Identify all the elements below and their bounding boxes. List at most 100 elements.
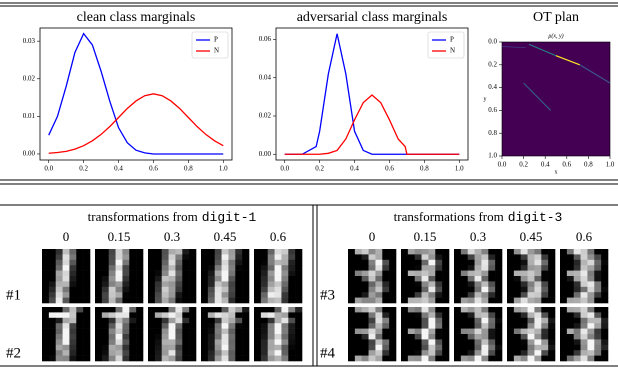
pixel bbox=[208, 356, 215, 362]
pixel bbox=[461, 287, 468, 293]
pixel bbox=[116, 307, 123, 313]
column-label: 0.6 bbox=[270, 229, 287, 244]
pixel bbox=[95, 312, 102, 318]
pixel bbox=[261, 345, 268, 351]
pixel bbox=[109, 281, 116, 287]
pixel bbox=[355, 356, 362, 362]
pixel bbox=[295, 287, 302, 293]
pixel bbox=[428, 307, 435, 313]
pixel bbox=[574, 318, 581, 324]
x-tick-label: 0.0 bbox=[498, 161, 507, 169]
pixel bbox=[454, 265, 461, 271]
pixel bbox=[475, 281, 482, 287]
pixel bbox=[268, 318, 275, 324]
pixel bbox=[528, 249, 535, 255]
pixel bbox=[369, 334, 376, 340]
pixel bbox=[521, 356, 528, 362]
pixel bbox=[528, 260, 535, 266]
pixel bbox=[76, 287, 83, 293]
x-tick-label: 0.6 bbox=[149, 165, 158, 173]
pixel bbox=[601, 271, 608, 277]
pixel bbox=[369, 265, 376, 271]
pixel bbox=[428, 356, 435, 362]
pixel bbox=[155, 345, 162, 351]
pixel bbox=[155, 318, 162, 324]
digit-image bbox=[454, 249, 502, 303]
pixel bbox=[261, 298, 268, 304]
pixel bbox=[189, 323, 196, 329]
pixel bbox=[468, 249, 475, 255]
digit-image bbox=[254, 249, 302, 303]
pixel bbox=[182, 254, 189, 260]
pixel bbox=[155, 350, 162, 356]
pixel bbox=[56, 292, 63, 298]
pixel bbox=[382, 345, 389, 351]
pixel bbox=[182, 249, 189, 255]
pixel bbox=[362, 287, 369, 293]
pixel bbox=[235, 254, 242, 260]
pixel bbox=[261, 339, 268, 345]
pixel bbox=[102, 345, 109, 351]
pixel bbox=[295, 323, 302, 329]
panel-title: transformations fromdigit-3 bbox=[394, 209, 563, 225]
pixel bbox=[175, 323, 182, 329]
pixel bbox=[587, 249, 594, 255]
pixel bbox=[548, 323, 555, 329]
pixel bbox=[481, 287, 488, 293]
pixel bbox=[495, 318, 502, 324]
pixel bbox=[242, 345, 249, 351]
pixel bbox=[488, 260, 495, 266]
pixel bbox=[116, 350, 123, 356]
pixel bbox=[587, 350, 594, 356]
pixel bbox=[442, 307, 449, 313]
pixel bbox=[268, 312, 275, 318]
pixel bbox=[56, 281, 63, 287]
pixel bbox=[495, 334, 502, 340]
pixel bbox=[507, 334, 514, 340]
pixel bbox=[548, 281, 555, 287]
pixel bbox=[534, 254, 541, 260]
pixel bbox=[235, 350, 242, 356]
pixel bbox=[268, 356, 275, 362]
pixel bbox=[567, 249, 574, 255]
pixel bbox=[528, 356, 535, 362]
pixel bbox=[169, 339, 176, 345]
pixel bbox=[408, 276, 415, 282]
pixel bbox=[109, 350, 116, 356]
pixel bbox=[162, 334, 169, 340]
pixel bbox=[275, 292, 282, 298]
pixel bbox=[594, 329, 601, 335]
pixel bbox=[56, 350, 63, 356]
pixel bbox=[242, 260, 249, 266]
pixel bbox=[507, 298, 514, 304]
pixel bbox=[415, 345, 422, 351]
pixel bbox=[362, 271, 369, 277]
pixel bbox=[189, 329, 196, 335]
pixel bbox=[514, 292, 521, 298]
pixel bbox=[594, 318, 601, 324]
pixel bbox=[422, 312, 429, 318]
pixel bbox=[175, 318, 182, 324]
pixel bbox=[401, 281, 408, 287]
pixel bbox=[222, 254, 229, 260]
page: clean class marginals0.00.20.40.60.81.00… bbox=[0, 0, 618, 370]
pixel bbox=[63, 318, 70, 324]
pixel bbox=[102, 254, 109, 260]
pixel bbox=[42, 271, 49, 277]
pixel bbox=[521, 281, 528, 287]
pixel bbox=[355, 271, 362, 277]
pixel bbox=[56, 356, 63, 362]
pixel bbox=[235, 249, 242, 255]
pixel bbox=[369, 254, 376, 260]
pixel bbox=[63, 312, 70, 318]
pixel bbox=[69, 339, 76, 345]
pixel bbox=[495, 312, 502, 318]
pixel bbox=[116, 281, 123, 287]
pixel bbox=[528, 334, 535, 340]
pixel bbox=[169, 350, 176, 356]
pixel bbox=[475, 287, 482, 293]
pixel bbox=[235, 281, 242, 287]
y-tick-label: 0.00 bbox=[23, 150, 36, 158]
pixel bbox=[295, 265, 302, 271]
pixel bbox=[122, 307, 129, 313]
